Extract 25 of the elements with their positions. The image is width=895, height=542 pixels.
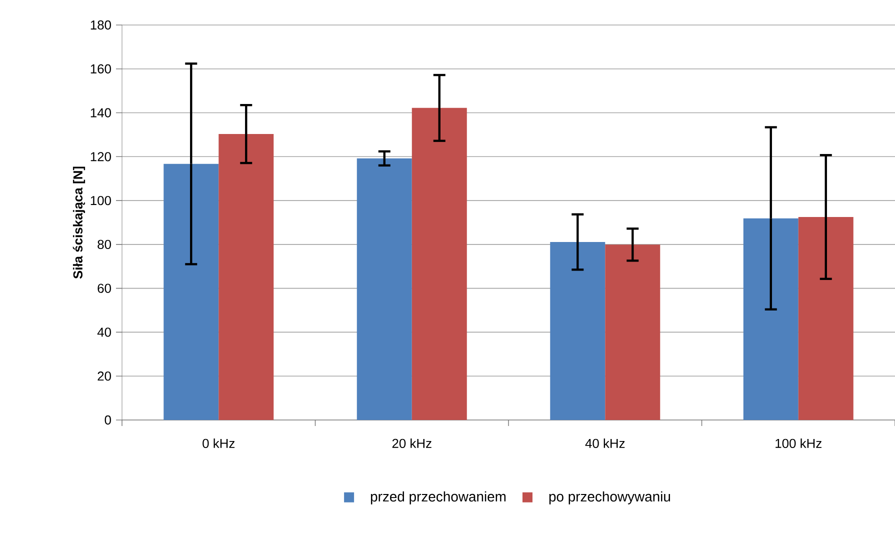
legend-label: po przechowywaniu xyxy=(549,491,670,504)
y-tick-label: 140 xyxy=(90,108,111,118)
bar xyxy=(412,108,467,420)
y-tick-label: 60 xyxy=(98,284,111,293)
x-tick-label: 40 kHz xyxy=(585,438,625,448)
bar xyxy=(798,217,854,420)
x-tick-label: 0 kHz xyxy=(202,438,235,448)
bar xyxy=(218,134,274,420)
y-tick-label: 120 xyxy=(90,152,111,162)
y-tick-label: 180 xyxy=(90,20,111,30)
x-tick-label: 100 kHz xyxy=(776,438,822,448)
bar xyxy=(164,164,219,420)
y-tick-label: 0 xyxy=(104,415,111,425)
legend-label: przed przechowaniem xyxy=(370,491,506,504)
bar xyxy=(605,244,660,420)
y-tick-label: 40 xyxy=(97,328,111,337)
y-axis-title: Siła ściskająca [N] xyxy=(72,166,86,279)
y-tick-label: 100 xyxy=(90,196,111,206)
x-tick-label: 20 kHz xyxy=(392,438,432,448)
bar xyxy=(743,218,798,420)
y-tick-label: 160 xyxy=(90,64,111,74)
y-tick-label: 80 xyxy=(98,240,111,250)
y-tick-label: 20 xyxy=(98,372,111,381)
bar xyxy=(356,158,412,420)
bar xyxy=(550,242,606,420)
